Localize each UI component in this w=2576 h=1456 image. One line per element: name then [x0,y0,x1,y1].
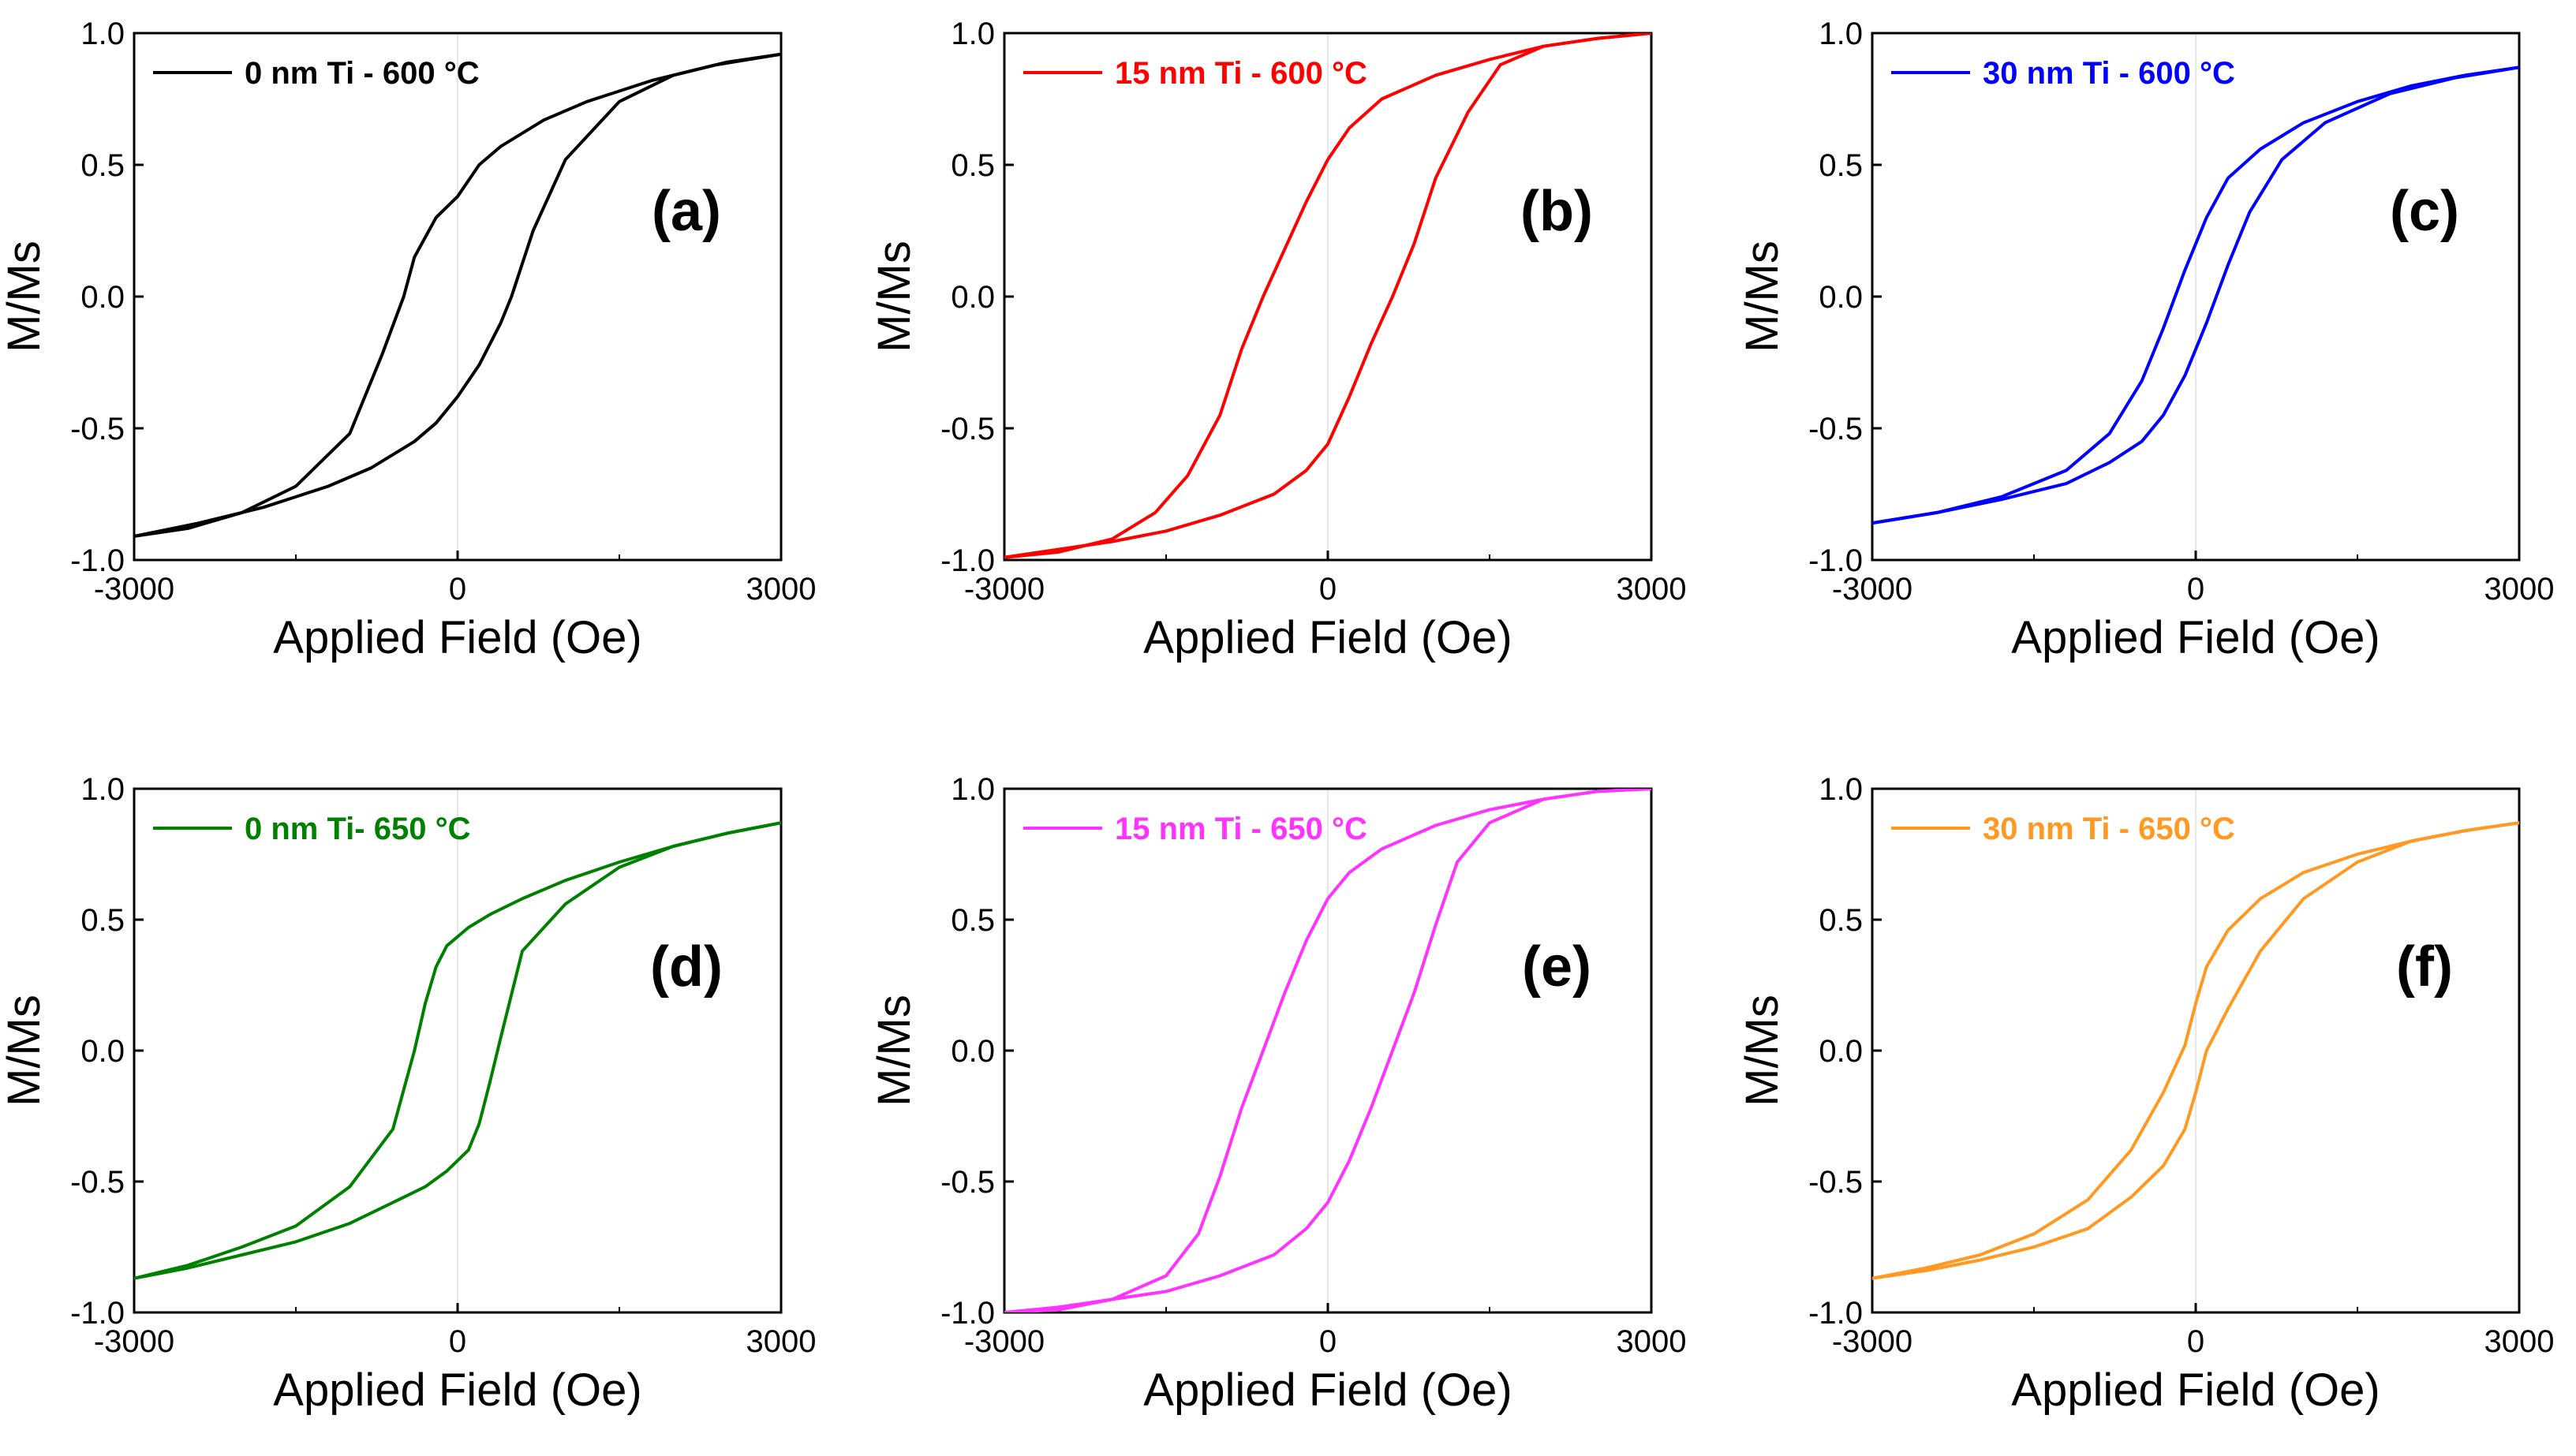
legend-label: 15 nm Ti - 600 °C [1115,56,1367,91]
series-line-descending [1004,33,1651,559]
chart-panel-f: -3000 0 3000 1.0 0.5 0.0 -0.5 -1.0 Applied Field… [1737,772,2554,1416]
x-axis-label: Applied Field (Oe) [1143,1365,1512,1416]
y-axis-label: M/Ms [1737,241,1788,353]
chart-panel-b: -3000 0 3000 1.0 0.5 0.0 -0.5 -1.0 Applied Field… [869,17,1686,663]
chart-panel-c: -3000 0 3000 1.0 0.5 0.0 -0.5 -1.0 Applied Field… [1737,17,2554,663]
series-line-ascending [1004,33,1651,559]
y-tick-label: 0.5 [1819,148,1863,183]
y-tick-label: 0.5 [951,148,995,183]
panel-label: (b) [1520,180,1593,243]
x-tick-label: -3000 [964,1324,1045,1359]
legend-label: 15 nm Ti - 650 °C [1115,812,1367,846]
series-line-descending [1872,821,2519,1280]
x-tick-label: -3000 [1832,1324,1912,1359]
series-line-descending [134,52,781,538]
y-tick-label: -1.0 [1808,1296,1863,1331]
x-tick-label: 0 [2187,572,2204,607]
x-tick-label: 3000 [746,1324,817,1359]
x-tick-label: 0 [1319,572,1337,607]
y-tick-label: 0.5 [80,148,125,183]
x-tick-label: 0 [2187,1324,2204,1359]
series-line-descending [134,821,781,1280]
x-tick-label: 3000 [1617,1324,1687,1359]
y-tick-label: -0.5 [70,1165,125,1200]
legend-label: 30 nm Ti - 650 °C [1983,812,2235,846]
x-tick-label: -3000 [1832,572,1912,607]
y-tick-label: 0.5 [951,903,995,938]
x-tick-label: -3000 [94,1324,174,1359]
y-axis-label: M/Ms [869,241,920,353]
y-tick-label: 0.0 [951,280,995,315]
legend-label: 0 nm Ti - 600 °C [245,56,480,91]
y-tick-label: 1.0 [80,772,125,807]
panel-label: (e) [1522,935,1591,999]
y-tick-label: 0.0 [1819,280,1863,315]
y-tick-label: 1.0 [1819,772,1863,807]
y-axis-label: M/Ms [869,995,920,1107]
x-tick-label: 3000 [746,572,817,607]
y-tick-label: -1.0 [1808,543,1863,578]
y-tick-label: 1.0 [951,772,995,807]
x-tick-label: 0 [449,572,466,607]
y-tick-label: -0.5 [70,412,125,446]
series-line-descending [1004,789,1651,1312]
y-tick-label: 0.0 [1819,1034,1863,1069]
legend-label: 0 nm Ti- 650 °C [245,812,470,846]
panel-label: (d) [650,935,723,999]
x-axis-label: Applied Field (Oe) [2011,1365,2380,1416]
x-tick-label: 3000 [2484,1324,2555,1359]
y-tick-label: -1.0 [70,543,125,578]
legend-label: 30 nm Ti - 600 °C [1983,56,2235,91]
chart-panel-d: -3000 0 3000 1.0 0.5 0.0 -0.5 -1.0 Applied Field… [0,772,816,1416]
y-tick-label: 0.0 [80,280,125,315]
x-tick-label: 3000 [2484,572,2555,607]
y-tick-label: 0.5 [80,903,125,938]
chart-panel-e: -3000 0 3000 1.0 0.5 0.0 -0.5 -1.0 Applied Field… [869,772,1686,1416]
y-tick-label: -1.0 [940,543,995,578]
x-tick-label: 0 [449,1324,466,1359]
y-tick-label: -0.5 [940,1165,995,1200]
series-line-ascending [134,52,781,538]
y-axis-label: M/Ms [0,241,50,353]
y-tick-label: -1.0 [70,1296,125,1331]
x-axis-label: Applied Field (Oe) [2011,612,2380,663]
y-tick-label: 1.0 [1819,17,1863,51]
y-tick-label: 0.0 [80,1034,125,1069]
y-axis-label: M/Ms [0,995,50,1107]
panel-label: (c) [2390,180,2459,243]
y-tick-label: 1.0 [951,17,995,51]
x-axis-label: Applied Field (Oe) [1143,612,1512,663]
y-tick-label: 0.5 [1819,903,1863,938]
x-tick-label: -3000 [94,572,174,607]
y-tick-label: -0.5 [1808,1165,1863,1200]
x-axis-label: Applied Field (Oe) [273,1365,641,1416]
chart-panel-a: -3000 0 3000 1.0 0.5 0.0 -0.5 -1.0 Applied Field… [0,17,816,663]
series-line-descending [1872,65,2519,525]
panel-label: (f) [2396,935,2453,999]
panel-label: (a) [652,180,721,243]
x-axis-label: Applied Field (Oe) [273,612,641,663]
series-line-ascending [134,821,781,1280]
series-line-ascending [1004,789,1651,1312]
x-tick-label: 0 [1319,1324,1337,1359]
series-line-ascending [1872,821,2519,1280]
series-line-ascending [1872,65,2519,525]
y-tick-label: -0.5 [940,412,995,446]
x-tick-label: -3000 [964,572,1045,607]
y-tick-label: 0.0 [951,1034,995,1069]
y-tick-label: 1.0 [80,17,125,51]
y-tick-label: -0.5 [1808,412,1863,446]
x-tick-label: 3000 [1617,572,1687,607]
y-tick-label: -1.0 [940,1296,995,1331]
y-axis-label: M/Ms [1737,995,1788,1107]
